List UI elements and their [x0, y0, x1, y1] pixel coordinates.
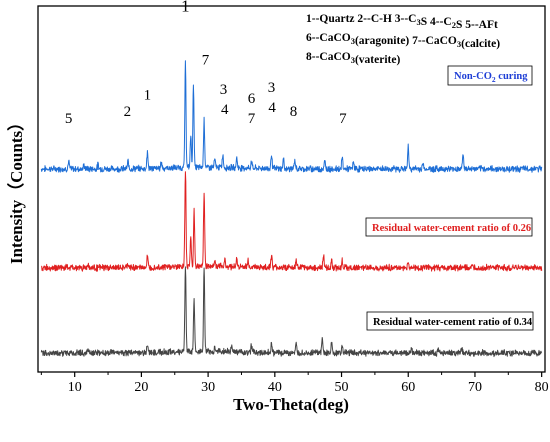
x-tick-label-60: 60 — [401, 380, 415, 395]
legend-line-quartz-ch-c3s-c2s-aft: 1--Quartz 2--C-H 3--C3S 4--C2S 5--AFt — [306, 13, 498, 31]
x-tick-label-50: 50 — [335, 380, 349, 395]
x-tick-label-40: 40 — [268, 380, 282, 395]
series-line-2 — [40, 266, 543, 358]
phase-legend: 1--Quartz 2--C-H 3--C3S 4--C2S 5--AFt 6-… — [306, 13, 500, 66]
x-tick-label-10: 10 — [68, 380, 82, 395]
peak-annotation-4: 3 — [268, 80, 276, 96]
x-tick-label-80: 80 — [535, 380, 549, 395]
peak-annotation-7: 7 — [248, 111, 256, 127]
x-axis-ticks: 10 20 30 40 50 60 70 80 — [40, 372, 549, 395]
x-tick-label-20: 20 — [134, 380, 148, 395]
y-axis-title: Intensity（Counts） — [6, 114, 26, 264]
series-label-wc-0.34: Residual water-cement ratio of 0.34 — [373, 317, 533, 328]
peak-annotation-6: 6 — [248, 91, 256, 107]
peak-annotation-9: 7 — [339, 111, 347, 127]
series-label-wc-0.26: Residual water-cement ratio of 0.26 — [372, 223, 531, 234]
plot-frame — [37, 5, 546, 373]
series-line-1 — [41, 171, 543, 272]
peak-annotation-1: 7 — [202, 53, 210, 69]
peak-annotation-5: 4 — [268, 100, 276, 116]
legend-line-vaterite: 8--CaCO3(vaterite) — [306, 51, 400, 66]
peak-annotation-0: 1 — [181, 0, 190, 15]
label-box-non-co2: Non-CO2 curing — [447, 65, 533, 86]
series-line-0 — [40, 60, 543, 173]
peak-annotation-11: 2 — [124, 104, 132, 120]
peak-annotation-2: 3 — [220, 82, 228, 98]
x-axis-title: Two-Theta(deg) — [233, 395, 349, 414]
peak-annotation-3: 4 — [221, 102, 229, 118]
peak-annotation-10: 5 — [65, 111, 73, 127]
label-box-wc-026: Residual water-cement ratio of 0.26 — [365, 217, 533, 237]
x-tick-label-30: 30 — [201, 380, 215, 395]
legend-line-aragonite-calcite: 6--CaCO3(aragonite) 7--CaCO3(calcite) — [306, 32, 500, 50]
peak-annotation-12: 1 — [144, 87, 152, 103]
label-box-wc-034: Residual water-cement ratio of 0.34 — [366, 311, 534, 331]
x-tick-label-70: 70 — [468, 380, 482, 395]
peak-annotation-8: 8 — [290, 104, 298, 120]
series-label-non-co2-curing: Non-CO2 curing — [454, 71, 528, 84]
series-layer — [40, 60, 543, 358]
